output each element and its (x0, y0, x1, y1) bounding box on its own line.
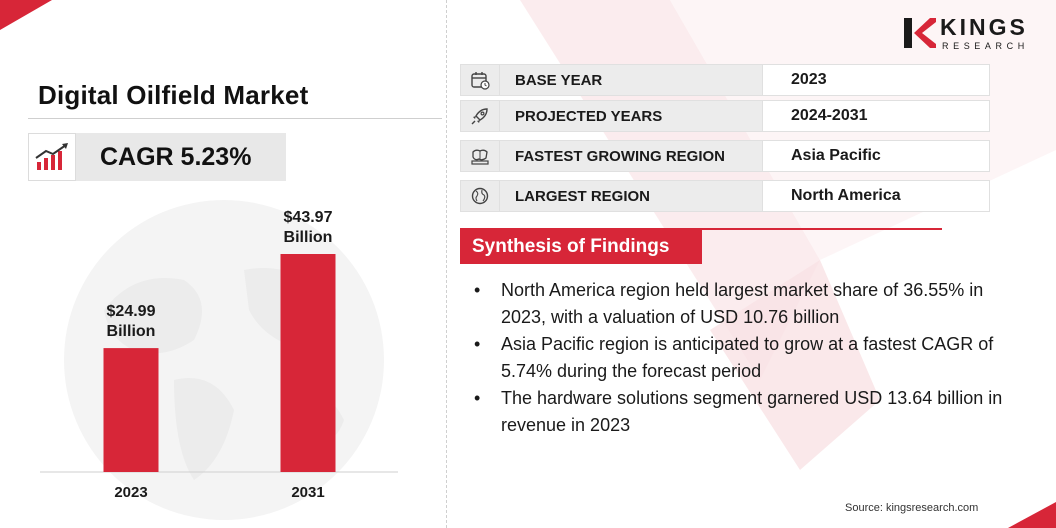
info-value: 2024-2031 (762, 100, 990, 132)
bullet-icon: • (474, 334, 481, 354)
info-icon-cell (460, 180, 500, 212)
info-row-projected-years: PROJECTED YEARS 2024-2031 (460, 100, 990, 132)
logo-wordmark: KINGS (940, 14, 1028, 40)
list-item: • North America region held largest marke… (470, 277, 1030, 331)
market-size-bar-chart: $24.99 Billion 2023 $43.97 Billion 2031 (0, 190, 446, 520)
info-label: PROJECTED YEARS (500, 100, 762, 132)
logo-subtitle: RESEARCH (942, 41, 1029, 51)
bullet-icon: • (474, 280, 481, 300)
info-value: Asia Pacific (762, 140, 990, 172)
findings-list: • North America region held largest marke… (470, 277, 1030, 439)
info-row-largest-region: LARGEST REGION North America (460, 180, 990, 212)
bar-2023 (103, 348, 159, 472)
growth-chart-icon (35, 143, 68, 170)
x-tick-label-2023: 2023 (114, 484, 148, 501)
info-value: 2023 (762, 64, 990, 96)
title-underline (28, 118, 442, 119)
data-label-line: Billion (106, 323, 156, 341)
corner-triangle-bottom-right (1008, 502, 1056, 528)
kings-research-logo: KINGS RESEARCH (902, 14, 1036, 56)
info-icon-cell (460, 100, 500, 132)
finding-text: Asia Pacific region is anticipated to gr… (501, 334, 994, 381)
info-label: FASTEST GROWING REGION (500, 140, 762, 172)
data-label-line: $43.97 (283, 209, 333, 226)
finding-text: North America region held largest market… (501, 280, 984, 327)
data-label-line: Billion (283, 229, 333, 246)
rocket-icon (471, 108, 488, 125)
kings-logo-mark-icon (904, 18, 936, 48)
globe-icon (471, 187, 489, 205)
list-item: • The hardware solutions segment garnered… (470, 385, 1030, 439)
synthesis-rule (460, 228, 942, 230)
data-label-line: $24.99 (106, 303, 156, 321)
info-value: North America (762, 180, 990, 212)
list-item: • Asia Pacific region is anticipated to g… (470, 331, 1030, 385)
data-label-2023: $24.99 Billion (71, 302, 191, 342)
cagr-icon-box (28, 133, 76, 181)
info-icon-cell (460, 64, 500, 96)
bullet-icon: • (474, 388, 481, 408)
info-row-fastest-growing-region: FASTEST GROWING REGION Asia Pacific (460, 140, 990, 172)
map-region-icon (471, 149, 489, 165)
source-note: Source: kingsresearch.com (845, 502, 979, 514)
finding-text: The hardware solutions segment garnered … (501, 388, 1003, 435)
vertical-divider (446, 0, 447, 528)
bar-2031 (280, 254, 336, 472)
calendar-icon (471, 72, 490, 90)
synthesis-heading: Synthesis of Findings (460, 230, 702, 264)
data-label-2031: $43.97 Billion (248, 208, 368, 248)
x-tick-label-2031: 2031 (291, 484, 325, 501)
info-row-base-year: BASE YEAR 2023 (460, 64, 990, 96)
corner-triangle-top-left (0, 0, 52, 30)
info-label: LARGEST REGION (500, 180, 762, 212)
info-icon-cell (460, 140, 500, 172)
bar-chart-svg (40, 254, 398, 473)
cagr-value: CAGR 5.23% (76, 133, 286, 181)
page-title: Digital Oilfield Market (38, 80, 309, 110)
info-label: BASE YEAR (500, 64, 762, 96)
